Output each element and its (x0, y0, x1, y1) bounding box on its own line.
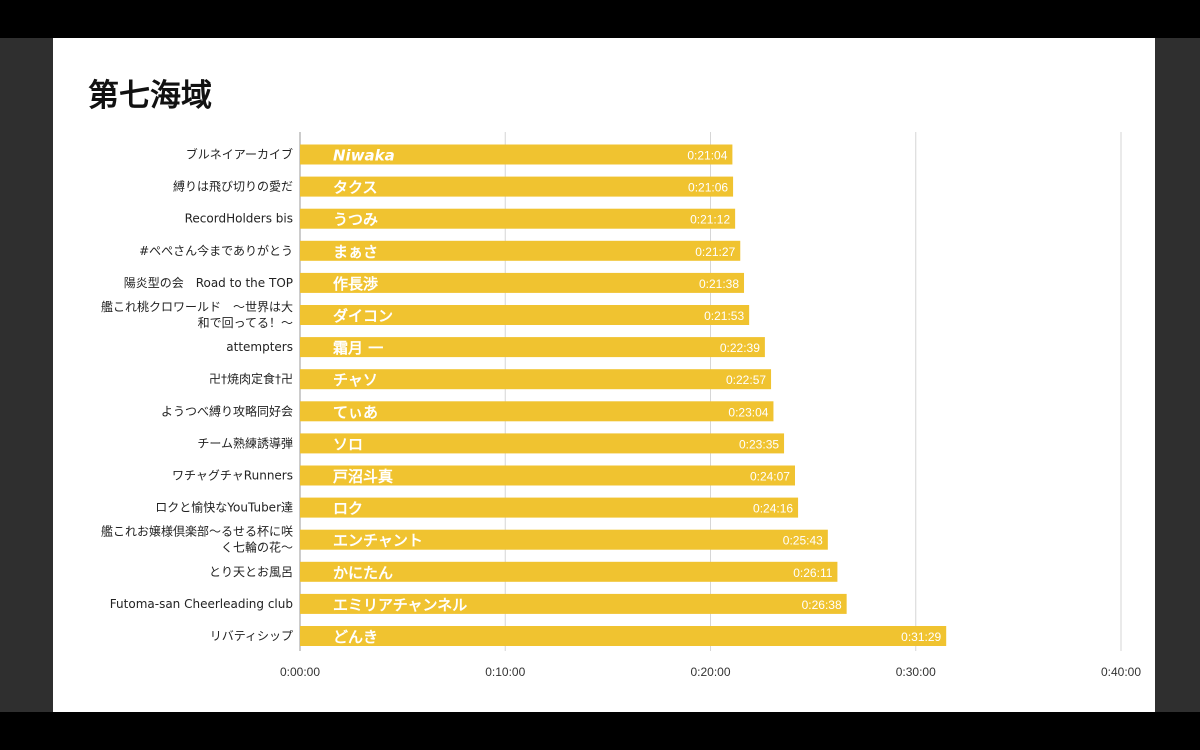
bar-label: どんき (333, 628, 378, 646)
bar-label: ロク (333, 500, 363, 518)
category-label: 陽炎型の会 Road to the TOP (124, 276, 293, 290)
category-label: ようつべ縛り攻略同好会 (161, 403, 293, 418)
value-label: 0:25:43 (783, 534, 823, 548)
bar-label: 作長渉 (333, 275, 378, 293)
category-label: 卍†焼肉定食†卍 (209, 371, 293, 386)
x-tick-label: 0:10:00 (485, 665, 525, 679)
bar-label: タクス (333, 179, 378, 197)
bar (300, 176, 734, 197)
value-label: 0:22:57 (726, 373, 766, 387)
bar (300, 369, 772, 390)
bar (300, 401, 774, 422)
value-label: 0:21:27 (695, 245, 735, 259)
bar (300, 497, 799, 518)
bar-label: てぃあ (333, 403, 378, 421)
bar-label: ソロ (333, 435, 363, 453)
x-tick-label: 0:30:00 (896, 665, 936, 679)
category-label: ブルネイアーカイブ (186, 147, 293, 162)
category-label: RecordHolders bis (185, 212, 293, 226)
category-label: 艦これお嬢様倶楽部～るせる杯に咲く七輪の花～ (101, 524, 293, 555)
bar (300, 240, 741, 261)
letterbox-bottom (0, 712, 1200, 750)
bar (300, 208, 736, 229)
x-tick-label: 0:40:00 (1101, 665, 1141, 679)
value-label: 0:21:53 (704, 309, 744, 323)
value-label: 0:21:06 (688, 181, 728, 195)
bar (300, 433, 785, 454)
category-label: #ぺぺさん今までありがとう (139, 243, 293, 258)
category-label: チーム熟練誘導弾 (197, 435, 293, 450)
value-label: 0:31:29 (901, 630, 941, 644)
value-label: 0:21:12 (690, 213, 730, 227)
side-strip-right (1155, 38, 1200, 712)
bar-label: エンチャント (333, 532, 423, 550)
bar (300, 529, 828, 550)
value-label: 0:26:11 (793, 566, 832, 580)
side-strip-left (0, 38, 53, 712)
bar-label: まぁさ (333, 243, 378, 261)
x-tick-label: 0:00:00 (280, 665, 320, 679)
bar (300, 626, 947, 646)
bar-label: かにたん (333, 564, 393, 582)
category-label: リバティシップ (210, 629, 293, 643)
bar (300, 593, 847, 614)
bars: Niwaka 0:21:04 タクス 0:21:06 うつみ 0:21:12 まぁさ 0:21… (300, 144, 947, 646)
bar-chart: Niwaka 0:21:04 タクス 0:21:06 うつみ 0:21:12 まぁさ 0:21… (101, 132, 1141, 679)
value-label: 0:21:38 (699, 277, 739, 291)
value-label: 0:26:38 (802, 598, 842, 612)
value-label: 0:24:16 (753, 502, 793, 516)
category-label: 縛りは飛び切りの愛だ (173, 179, 293, 194)
bar-label: 霜月 一 (332, 339, 383, 357)
bar-label: うつみ (333, 211, 378, 229)
bar (300, 465, 795, 486)
category-label: とり天とお風呂 (209, 565, 293, 579)
bar (300, 561, 838, 582)
value-label: 0:23:35 (739, 437, 779, 451)
x-tick-labels: 0:00:00 0:10:00 0:20:00 0:30:00 0:40:00 (280, 665, 1141, 679)
chart-title: 第七海域 (88, 78, 212, 114)
value-label: 0:24:07 (750, 470, 790, 484)
bar-label: Niwaka (333, 147, 395, 165)
value-label: 0:23:04 (728, 405, 768, 419)
bar (300, 144, 733, 165)
bar-label: ダイコン (333, 307, 393, 325)
bar-label: 戸沼斗真 (333, 468, 393, 486)
category-label: 艦これ桃クロワールド ～世界は大和で回ってる！～ (101, 299, 293, 330)
value-label: 0:22:39 (720, 341, 760, 355)
bar-label: エミリアチャンネル (333, 596, 467, 614)
letterbox-top (0, 0, 1200, 38)
category-label: ロクと愉快なYouTuber達 (155, 500, 293, 515)
category-label: attempters (226, 340, 293, 354)
bar (300, 272, 745, 293)
category-label: Futoma-san Cheerleading club (110, 597, 293, 611)
bar (300, 337, 765, 358)
bar-label: チャソ (333, 371, 378, 389)
bar (300, 305, 750, 325)
category-label: ワチャグチャRunners (172, 469, 293, 483)
chart-slide: 第七海域 Niwaka 0:21:04 タクス 0:21:06 うつみ 0:21:12 まぁ… (53, 38, 1155, 712)
value-label: 0:21:04 (687, 149, 727, 163)
x-tick-label: 0:20:00 (690, 665, 730, 679)
